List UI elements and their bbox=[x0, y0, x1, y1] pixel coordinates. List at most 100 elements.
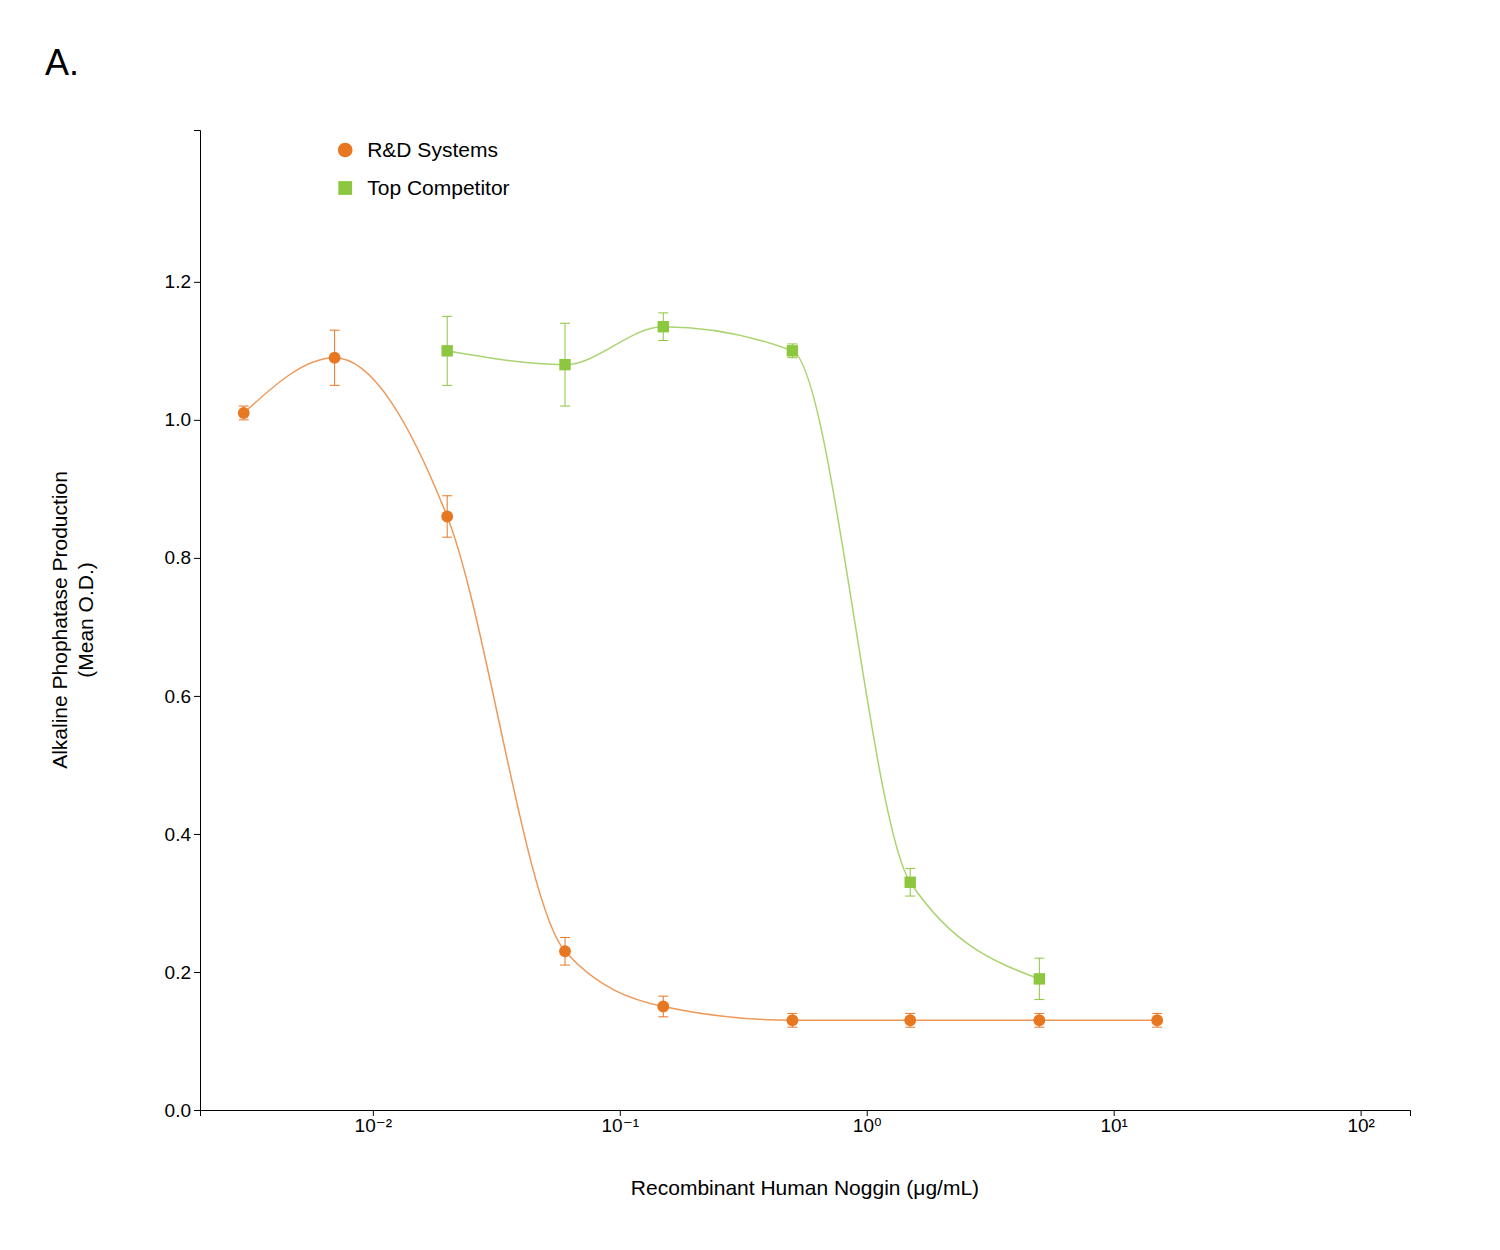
tick-label: 0.0 bbox=[165, 1100, 191, 1121]
plot: 10⁻² 10⁻¹ 10⁰ 10¹ 10² 0.0 0.2 0.4 0.6 0.8 1.0 1.2 R&… bbox=[165, 131, 1411, 1137]
error-bar-cap bbox=[442, 385, 452, 386]
y-axis: 0.0 0.2 0.4 0.6 0.8 1.0 1.2 bbox=[165, 131, 201, 1121]
point bbox=[786, 1014, 798, 1026]
data-marks bbox=[238, 313, 1163, 1027]
error-bar bbox=[560, 937, 570, 965]
legend-marker bbox=[338, 181, 352, 195]
legend: R&D Systems Top Competitor bbox=[338, 138, 510, 199]
error-bar bbox=[658, 996, 668, 1017]
error-bar-cap bbox=[787, 357, 797, 358]
tick-label: 0.4 bbox=[165, 824, 192, 845]
tick-label: 10² bbox=[1347, 1115, 1374, 1136]
error-bar-cap bbox=[330, 385, 340, 386]
tick-label: 0.6 bbox=[165, 685, 191, 706]
error-bar-cap bbox=[658, 1016, 668, 1017]
legend-item: R&D Systems bbox=[338, 138, 498, 161]
legend-marker bbox=[338, 143, 353, 158]
point bbox=[1033, 1014, 1045, 1026]
point bbox=[905, 877, 916, 888]
tick: 0.0 bbox=[165, 1100, 200, 1121]
error-bar bbox=[905, 1013, 915, 1027]
error-bar-cap bbox=[905, 896, 915, 897]
error-bar bbox=[1034, 958, 1044, 999]
legend-item: Top Competitor bbox=[338, 176, 509, 199]
series bbox=[441, 313, 1045, 1000]
title: A. bbox=[45, 42, 79, 83]
y-axis-title: Alkaline Phophatase Production(Mean O.D.… bbox=[48, 471, 96, 769]
tick: 10¹ bbox=[1100, 1110, 1127, 1136]
error-bar-cap bbox=[658, 996, 668, 997]
error-bar-cap bbox=[1034, 958, 1044, 959]
tick-mark bbox=[194, 696, 200, 697]
tick-label: 10⁻² bbox=[355, 1115, 393, 1136]
series-line bbox=[244, 358, 1157, 1021]
chart: 10⁻² 10⁻¹ 10⁰ 10¹ 10² 0.0 0.2 0.4 0.6 0.8 1.0 1.2 R&… bbox=[0, 0, 1500, 1250]
x-axis-title: Recombinant Human Noggin (μg/mL) bbox=[631, 1176, 979, 1199]
point bbox=[657, 1001, 669, 1013]
error-bar bbox=[787, 1013, 797, 1027]
tick: 10⁻² bbox=[355, 1110, 393, 1136]
point bbox=[787, 345, 798, 356]
error-bar-cap bbox=[442, 316, 452, 317]
point bbox=[1151, 1014, 1163, 1026]
tick: 1.0 bbox=[165, 409, 200, 430]
tick-label: 10⁻¹ bbox=[602, 1115, 640, 1136]
tick-label: 1.0 bbox=[165, 409, 191, 430]
error-bar bbox=[658, 313, 668, 341]
error-bar bbox=[442, 496, 452, 537]
tick-label: 0.8 bbox=[165, 547, 191, 568]
tick: 0.8 bbox=[165, 547, 200, 568]
tick-label: 0.2 bbox=[165, 962, 191, 983]
tick: 0.4 bbox=[165, 824, 200, 845]
point bbox=[441, 345, 452, 356]
tick-mark bbox=[194, 282, 200, 283]
error-bar-cap bbox=[560, 965, 570, 966]
error-bar-cap bbox=[905, 868, 915, 869]
tick-mark bbox=[194, 558, 200, 559]
legend-label: Top Competitor bbox=[367, 176, 509, 199]
error-bar bbox=[330, 330, 340, 385]
error-bar-cap bbox=[442, 495, 452, 496]
series bbox=[238, 330, 1163, 1027]
error-bar-cap bbox=[787, 1027, 797, 1028]
error-bar bbox=[442, 316, 452, 385]
error-bar bbox=[239, 406, 249, 420]
error-bar-cap bbox=[658, 312, 668, 313]
tick: 0.2 bbox=[165, 962, 200, 983]
point bbox=[329, 352, 341, 364]
error-bar-cap bbox=[560, 937, 570, 938]
error-bar-cap bbox=[560, 323, 570, 324]
tick: 10⁻¹ bbox=[602, 1110, 640, 1136]
tick: 1.2 bbox=[165, 271, 200, 292]
error-bar-cap bbox=[330, 330, 340, 331]
legend-label: R&D Systems bbox=[367, 138, 498, 161]
point bbox=[559, 359, 570, 370]
point bbox=[559, 945, 571, 957]
tick-label: 1.2 bbox=[165, 271, 191, 292]
point bbox=[1034, 973, 1045, 984]
point bbox=[904, 1014, 916, 1026]
x-axis: 10⁻² 10⁻¹ 10⁰ 10¹ 10² bbox=[201, 1110, 1411, 1136]
error-bar bbox=[1152, 1013, 1162, 1027]
tick-mark bbox=[194, 834, 200, 835]
error-bar-cap bbox=[239, 419, 249, 420]
series-line bbox=[447, 327, 1039, 979]
axis-line bbox=[194, 131, 201, 1111]
error-bar bbox=[1034, 1013, 1044, 1027]
point bbox=[441, 511, 453, 523]
tick-mark bbox=[194, 420, 200, 421]
error-bar-cap bbox=[658, 340, 668, 341]
tick: 0.6 bbox=[165, 685, 200, 706]
error-bar-cap bbox=[560, 406, 570, 407]
error-bar-cap bbox=[905, 1013, 915, 1014]
point bbox=[658, 321, 669, 332]
error-bar-cap bbox=[1034, 1013, 1044, 1014]
tick: 10⁰ bbox=[853, 1110, 882, 1136]
tick-label: 10¹ bbox=[1100, 1115, 1127, 1136]
tick-mark bbox=[194, 1110, 200, 1111]
error-bar bbox=[560, 323, 570, 406]
tick-label: 10⁰ bbox=[853, 1115, 882, 1136]
error-bar-cap bbox=[1034, 1027, 1044, 1028]
error-bar-cap bbox=[1152, 1027, 1162, 1028]
tick: 10² bbox=[1347, 1110, 1374, 1136]
